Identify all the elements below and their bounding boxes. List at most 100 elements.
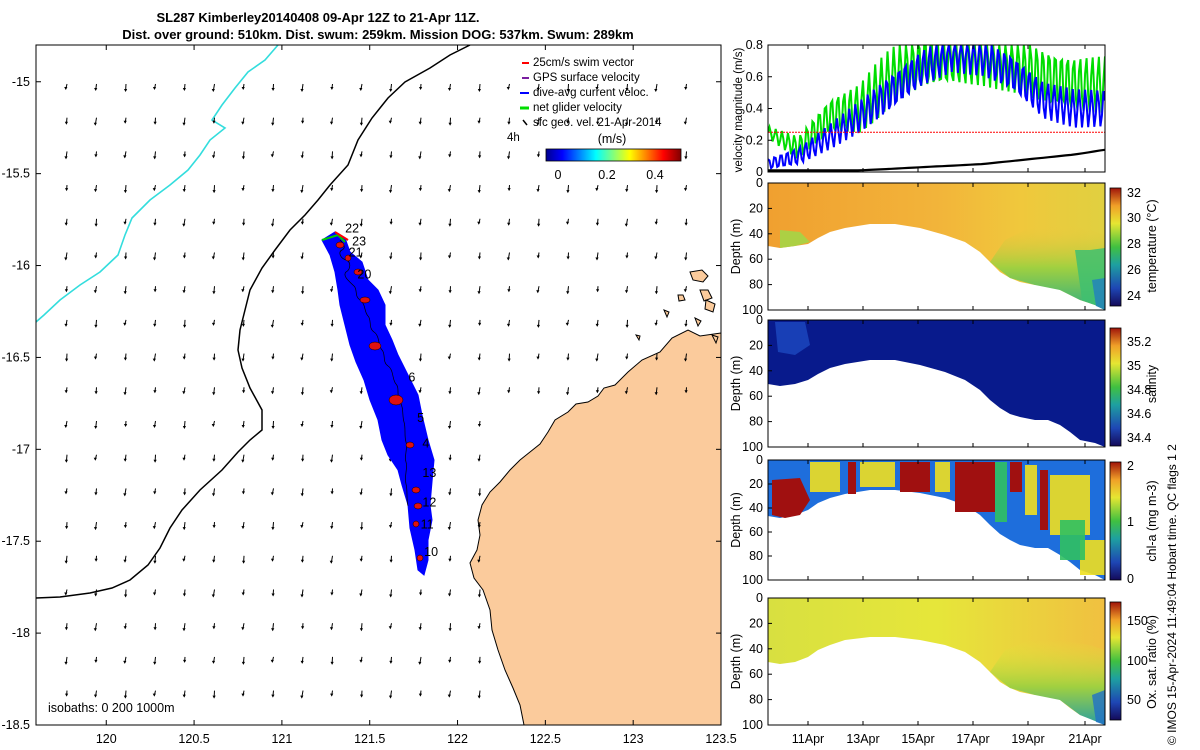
cyan-line	[36, 45, 279, 323]
velocity-panel: 0 0.2 0.4 0.6 0.8 velocity magnitude (m/s)	[733, 38, 1106, 179]
glider-track	[321, 231, 435, 576]
map-ytick-3: -16.5	[2, 350, 31, 364]
depth-axes: 0 20 40 60 80 100 Depth (m) 0 20 40 60 80 100 Depth (…	[729, 176, 772, 732]
map-xtick-0: 120	[96, 732, 117, 746]
map-axis-ticks: 120 120.5 121 121.5 122 122.5 123 123.5-15-15.5…	[2, 45, 737, 746]
ox-ctick-100: 100	[1127, 654, 1148, 668]
sal-depth-tick-1: 20	[749, 338, 763, 352]
vel-ytick-3: 0.6	[746, 70, 763, 84]
figure-title-line2: Dist. over ground: 510km. Dist. swum: 25…	[122, 27, 634, 42]
time-tick-1: 13Apr	[846, 732, 879, 746]
ox-depth-tick-5: 100	[742, 718, 763, 732]
temperature-label: temperature (°C)	[1145, 199, 1159, 292]
day-label-5: 5	[417, 411, 424, 425]
map-ytick-7: -18.5	[2, 718, 31, 732]
sal-ctick-0: 34.4	[1127, 431, 1151, 445]
chla-depth-tick-2: 40	[749, 501, 763, 515]
map-ytick-5: -17.5	[2, 534, 31, 548]
velocity-series-0	[768, 45, 1105, 159]
day-label-9: 11	[421, 517, 434, 531]
chla-depth-label: Depth (m)	[729, 492, 743, 548]
day-label-6: 4	[422, 436, 429, 450]
ox-depth-tick-0: 0	[756, 591, 763, 605]
sal-depth-tick-3: 60	[749, 389, 763, 403]
ox-depth-tick-4: 80	[749, 693, 763, 707]
chla-ctick-0: 0	[1127, 572, 1134, 586]
oxygen-colorbar	[1109, 601, 1122, 721]
salinity-panel: 34.4 34.6 34.8 35 35.2 salinity	[767, 319, 1159, 448]
map-ytick-2: -16	[12, 259, 30, 273]
salinity-label: salinity	[1145, 364, 1159, 403]
temp-ctick-26: 26	[1127, 263, 1141, 277]
temp-ctick-24: 24	[1127, 289, 1141, 303]
geostrophic-velocity-arrows	[64, 83, 688, 699]
day-label-7: 13	[422, 466, 436, 480]
vel-ytick-4: 0.8	[746, 38, 763, 52]
ox-depth-tick-3: 60	[749, 667, 763, 681]
map-xtick-7: 123.5	[705, 732, 736, 746]
vel-ytick-0: 0	[756, 165, 763, 179]
salinity-colorbar-ticks: 34.4 34.6 34.8 35 35.2	[1127, 335, 1151, 445]
legend-label-swim: 25cm/s swim vector	[533, 57, 634, 69]
colorbar-tick-2: 0.4	[646, 168, 663, 182]
chla-depth-tick-0: 0	[756, 453, 763, 467]
chla-ctick-2: 2	[1127, 459, 1134, 473]
oxygen-panel: 50 100 150 Ox. sat. ratio (%)	[767, 597, 1159, 726]
velocity-ylabel: velocity magnitude (m/s)	[733, 48, 745, 173]
credit-text: © IMOS 15-Apr-2024 11:49:04 Hobart time.…	[1165, 444, 1179, 745]
colorbar-tick-1: 0.2	[598, 168, 615, 182]
legend-label-net: net glider velocity	[533, 102, 622, 114]
coastline	[36, 45, 471, 599]
map-xtick-6: 123	[623, 732, 644, 746]
temp-depth-tick-5: 100	[742, 303, 763, 317]
map-xtick-5: 122.5	[530, 732, 561, 746]
sal-depth-tick-4: 80	[749, 415, 763, 429]
chla-ctick-1: 1	[1127, 515, 1134, 529]
temp-depth-tick-2: 40	[749, 227, 763, 241]
day-label-2: 21	[349, 245, 363, 259]
day-label-4: 6	[408, 370, 415, 384]
map-xtick-3: 121.5	[354, 732, 385, 746]
legend-swatch-sfc	[522, 119, 528, 126]
day-label-8: 12	[422, 495, 436, 509]
isobaths-label: isobaths: 0 200 1000m	[48, 701, 174, 715]
vel-ytick-2: 0.4	[746, 102, 763, 116]
swim-vector-markers	[335, 241, 424, 562]
chla-depth-tick-1: 20	[749, 477, 763, 491]
salinity-section	[768, 320, 1105, 447]
track-loops	[339, 239, 409, 507]
sal-depth-label: Depth (m)	[729, 356, 743, 412]
oxygen-colorbar-ticks: 50 100 150	[1127, 614, 1148, 707]
islands	[634, 269, 719, 345]
map-ytick-6: -18	[12, 626, 30, 640]
time-axis-ticks: 11Apr 13Apr 15Apr 17Apr 19Apr 21Apr	[792, 45, 1102, 746]
vel-ytick-1: 0.2	[746, 133, 763, 147]
colorbar-tick-0: 0	[555, 168, 562, 182]
sal-depth-tick-0: 0	[756, 313, 763, 327]
temperature-panel: 24 26 28 30 32 temperature (°C)	[767, 182, 1159, 311]
time-tick-3: 17Apr	[956, 732, 989, 746]
ox-depth-tick-1: 20	[749, 616, 763, 630]
chla-colorbar-ticks: 0 1 2	[1127, 459, 1134, 586]
legend-label-sfc: sfc geo. vel. 21-Apr-2014	[533, 117, 662, 129]
ox-depth-label: Depth (m)	[729, 634, 743, 690]
chla-panel: 0 1 2 chl-a (mg m-3)	[767, 459, 1159, 586]
temp-depth-tick-3: 60	[749, 252, 763, 266]
chla-low-patches	[995, 462, 1085, 560]
time-tick-2: 15Apr	[901, 732, 934, 746]
map-xtick-2: 121	[271, 732, 292, 746]
temp-depth-tick-1: 20	[749, 201, 763, 215]
temp-ctick-32: 32	[1127, 186, 1141, 200]
sal-ctick-3: 35	[1127, 359, 1141, 373]
velocity-series-3	[768, 148, 1105, 172]
map-xtick-4: 122	[447, 732, 468, 746]
legend-label-gps: GPS surface velocity	[533, 72, 640, 84]
figure-title-line1: SL287 Kimberley20140408 09-Apr 12Z to 21…	[157, 10, 480, 25]
temp-depth-tick-0: 0	[756, 176, 763, 190]
sal-depth-tick-2: 40	[749, 364, 763, 378]
map-legend: 25cm/s swim vector GPS surface velocity …	[507, 57, 682, 182]
chla-high-patches	[772, 462, 1048, 530]
map-xtick-1: 120.5	[178, 732, 209, 746]
